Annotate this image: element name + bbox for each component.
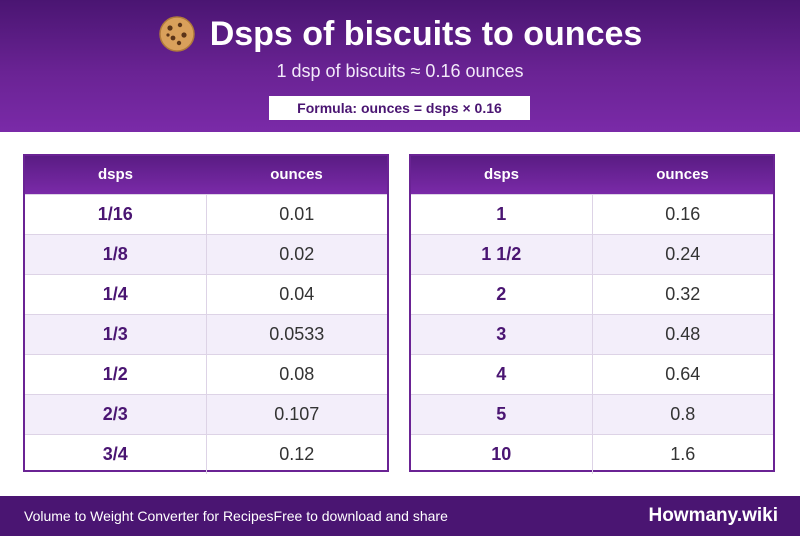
table-row: 5 0.8 — [411, 394, 773, 434]
table-row: 10 1.6 — [411, 434, 773, 474]
dsps-cell: 4 — [411, 355, 593, 394]
footer-caption: Volume to Weight Converter for RecipesFr… — [24, 508, 448, 524]
ounces-cell: 0.107 — [274, 404, 320, 424]
ounces-cell: 0.48 — [665, 324, 701, 344]
column-header-ounces: ounces — [270, 166, 323, 183]
dsps-cell: 1/8 — [25, 235, 207, 274]
ounces-cell: 0.12 — [279, 444, 315, 464]
table-row: 2/3 0.107 — [25, 394, 387, 434]
table-row: 1/3 0.0533 — [25, 314, 387, 354]
table-row: 1/2 0.08 — [25, 354, 387, 394]
table-row: 1/4 0.04 — [25, 274, 387, 314]
title-text: Dsps of biscuits to ounces — [209, 15, 643, 53]
dsps-cell: 3/4 — [25, 435, 207, 474]
table-header: dsps ounces — [411, 156, 773, 194]
conversion-table-left: dsps ounces 1/16 0.01 1/8 0.02 1/4 0.04 … — [23, 154, 389, 474]
conversion-table-right: dsps ounces 1 0.16 1 1/2 0.24 2 0.32 3 0… — [409, 154, 775, 474]
ounces-cell: 0.64 — [665, 364, 701, 384]
dsps-cell: 1/3 — [25, 315, 207, 354]
table-row: 1/8 0.02 — [25, 234, 387, 274]
dsps-cell: 2 — [411, 275, 593, 314]
subtitle: 1 dsp of biscuits ≈ 0.16 ounces — [276, 61, 524, 81]
ounces-cell: 0.24 — [665, 244, 701, 264]
ounces-cell: 0.08 — [279, 364, 315, 384]
brand-logo[interactable]: Howmany.wiki — [648, 505, 778, 526]
header: Dsps of biscuits to ounces 1 dsp of bisc… — [0, 0, 800, 132]
table-row: 2 0.32 — [411, 274, 773, 314]
table-row: 1/16 0.01 — [25, 194, 387, 234]
dsps-cell: 3 — [411, 315, 593, 354]
ounces-cell: 0.32 — [665, 284, 701, 304]
footer: Volume to Weight Converter for RecipesFr… — [0, 496, 800, 536]
table-row: 3/4 0.12 — [25, 434, 387, 474]
page-title: Dsps of biscuits to ounces — [0, 12, 800, 56]
dsps-cell: 1/16 — [25, 195, 207, 234]
dsps-cell: 10 — [411, 435, 593, 474]
ounces-cell: 0.0533 — [269, 324, 325, 344]
table-row: 3 0.48 — [411, 314, 773, 354]
ounces-cell: 0.16 — [665, 204, 701, 224]
ounces-cell: 0.01 — [279, 204, 315, 224]
formula-box: Formula: ounces = dsps × 0.16 — [269, 96, 530, 120]
dsps-cell: 1 — [411, 195, 593, 234]
table-row: 4 0.64 — [411, 354, 773, 394]
column-header-ounces: ounces — [656, 166, 709, 183]
column-header-dsps: dsps — [483, 166, 519, 183]
dsps-cell: 2/3 — [25, 395, 207, 434]
table-row: 1 1/2 0.24 — [411, 234, 773, 274]
dsps-cell: 1/4 — [25, 275, 207, 314]
table-header: dsps ounces — [25, 156, 387, 194]
ounces-cell: 0.04 — [279, 284, 315, 304]
ounces-cell: 1.6 — [670, 444, 696, 464]
dsps-cell: 1 1/2 — [411, 235, 593, 274]
dsps-cell: 1/2 — [25, 355, 207, 394]
ounces-cell: 0.02 — [279, 244, 315, 264]
table-row: 1 0.16 — [411, 194, 773, 234]
dsps-cell: 5 — [411, 395, 593, 434]
ounces-cell: 0.8 — [670, 404, 696, 424]
column-header-dsps: dsps — [97, 166, 133, 183]
cookie-icon — [158, 15, 196, 53]
